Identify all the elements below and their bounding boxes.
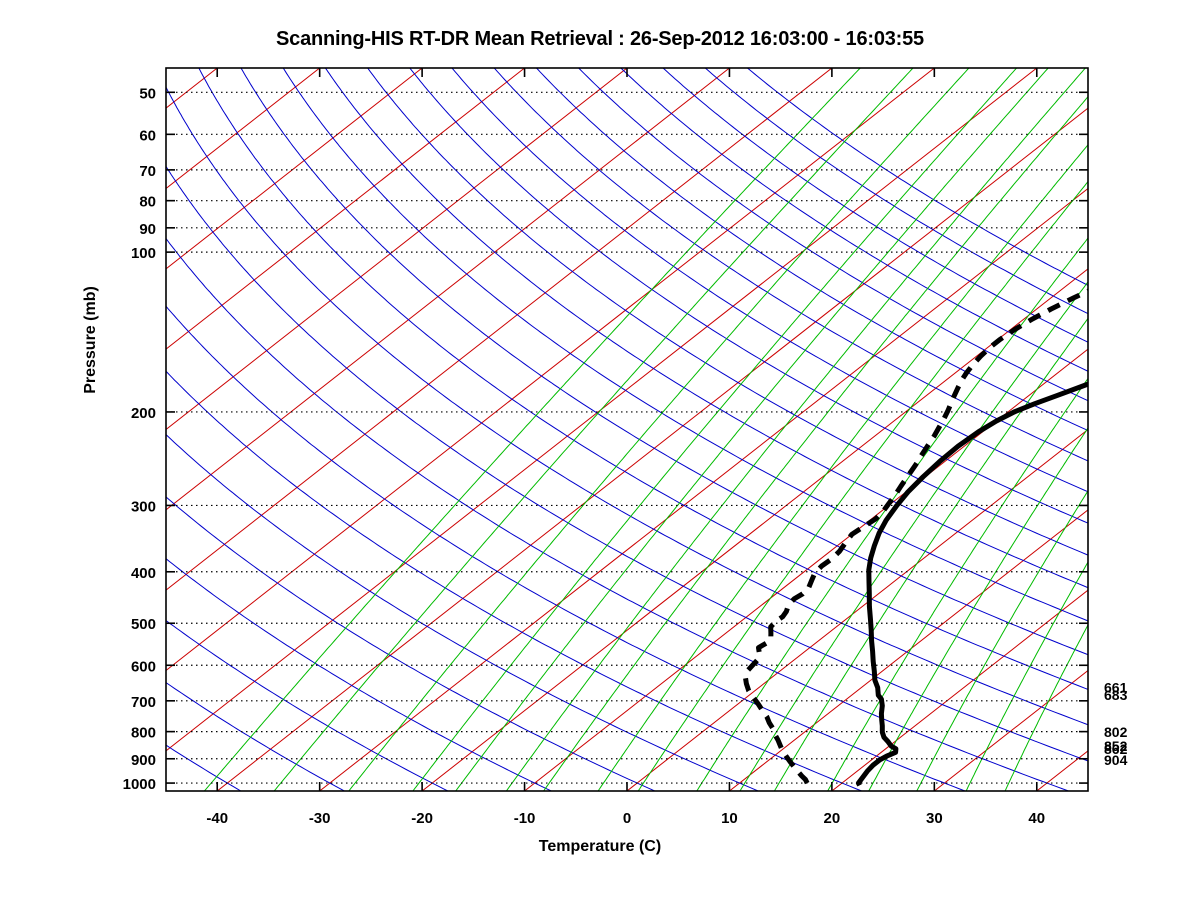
isotherm-line: [166, 68, 730, 511]
pressure-tick-label: 700: [131, 694, 156, 711]
dry-adiabat-line: [324, 68, 1088, 589]
dry-adiabat-line: [166, 305, 966, 791]
isotherm-line: [166, 68, 935, 672]
mixing-ratio-line: [773, 317, 1088, 791]
temperature-tick-label: 10: [721, 810, 738, 827]
dry-adiabat-line: [166, 370, 862, 791]
level-label: 661: [1104, 680, 1128, 696]
y-axis-label: Pressure (mb): [82, 286, 99, 394]
temperature-tick-label: 30: [926, 810, 943, 827]
isotherm-line: [626, 428, 1088, 791]
pressure-tick-label: 1000: [123, 776, 156, 793]
temperature-tick-label: -10: [514, 810, 536, 827]
x-axis-label: Temperature (C): [538, 838, 662, 855]
pressure-tick-label: 100: [131, 245, 156, 262]
mixing-ratio-line: [1004, 624, 1088, 791]
page-title: Scanning-HIS RT-DR Mean Retrieval : 26-S…: [276, 28, 924, 50]
pressure-tick-label: 80: [139, 194, 156, 211]
temperature-profile-line: [855, 381, 1088, 787]
dry-adiabat-line: [704, 68, 1088, 315]
pressure-tick-label: 90: [139, 221, 156, 238]
dry-adiabat-line: [578, 68, 1088, 402]
mixing-ratio-line: [696, 237, 1088, 791]
pressure-axis-ticks: 50 60 70 80 90 100 200 300 400 500 600 700 800 900 100…: [123, 85, 1088, 793]
dry-adiabat-line: [166, 433, 759, 791]
dry-adiabat-line: [493, 68, 1088, 462]
pressure-tick-label: 60: [139, 127, 156, 144]
dry-adiabat-line: [166, 165, 1088, 762]
pressure-tick-label: 200: [131, 405, 156, 422]
mixing-ratio-line: [965, 561, 1088, 791]
mixing-ratio-line: [827, 377, 1088, 791]
dry-adiabat-line: [166, 86, 1088, 726]
isotherm-line: [166, 68, 833, 591]
mixing-ratio-line: [637, 180, 1088, 791]
dry-adiabat-line: [198, 68, 1088, 690]
temperature-tick-label: 40: [1028, 810, 1045, 827]
dry-adiabat-line: [166, 237, 1069, 791]
mixing-ratio-line: [505, 68, 1086, 791]
mixing-ratio-line: [273, 68, 914, 791]
level-label: 904: [1104, 752, 1128, 768]
sounding-profiles: [742, 288, 1088, 787]
pressure-tick-label: 900: [131, 752, 156, 769]
mixing-ratio-line: [868, 427, 1088, 791]
temperature-tick-label: 0: [623, 810, 631, 827]
isotherm-line: [216, 107, 1088, 791]
pressure-tick-label: 50: [139, 85, 156, 102]
temperature-axis-ticks: -40 -30 -20 -10 0 10 20 30 40: [206, 68, 1045, 827]
dry-adiabat-line: [0, 657, 34, 791]
isotherm-line: [166, 68, 628, 431]
isotherm-line: [166, 68, 1038, 752]
level-label: 802: [1104, 724, 1128, 740]
temperature-tick-label: -20: [411, 810, 433, 827]
temperature-tick-label: -40: [206, 810, 228, 827]
pressure-tick-label: 300: [131, 498, 156, 515]
mixing-ratio-line: [597, 144, 1088, 791]
dry-adiabat-line: [166, 619, 449, 791]
level-label: 852: [1104, 738, 1128, 754]
background-thermo-lines: [0, 68, 1088, 791]
pressure-tick-label: 600: [131, 658, 156, 675]
mixing-ratio-line: [204, 68, 861, 791]
dry-adiabat-line: [620, 68, 1088, 372]
dry-adiabat-line: [367, 68, 1088, 556]
mixing-ratio-line: [348, 68, 970, 791]
pressure-tick-label: 500: [131, 616, 156, 633]
dry-adiabat-line: [409, 68, 1088, 524]
isotherm-line: [166, 68, 525, 350]
dry-adiabat-line: [0, 571, 137, 791]
dewpoint-profile-line: [742, 288, 1088, 785]
level-label: 862: [1104, 741, 1128, 757]
pressure-tick-label: 400: [131, 565, 156, 582]
dry-adiabat-line: [451, 68, 1088, 493]
isotherm-line: [831, 589, 1088, 791]
temperature-tick-label: 20: [824, 810, 841, 827]
mixing-ratio-line: [412, 68, 1017, 791]
dry-adiabat-line: [282, 68, 1088, 622]
dry-adiabat-line: [536, 68, 1088, 432]
mixing-ratio-line: [455, 68, 1049, 791]
isotherm-line: [729, 509, 1088, 791]
temperature-tick-label: -30: [309, 810, 331, 827]
dry-adiabat-line: [166, 496, 655, 791]
pressure-tick-label: 800: [131, 725, 156, 742]
dry-adiabat-line: [166, 681, 345, 791]
plot-background: [166, 68, 1088, 791]
isotherm-line: [166, 68, 423, 270]
dry-adiabat-line: [166, 558, 552, 791]
pressure-tick-label: 70: [139, 163, 156, 180]
mixing-ratio-line: [543, 95, 1088, 791]
isotherm-line: [421, 268, 1088, 791]
level-label: 683: [1104, 687, 1128, 703]
mixing-ratio-line: [916, 490, 1088, 791]
